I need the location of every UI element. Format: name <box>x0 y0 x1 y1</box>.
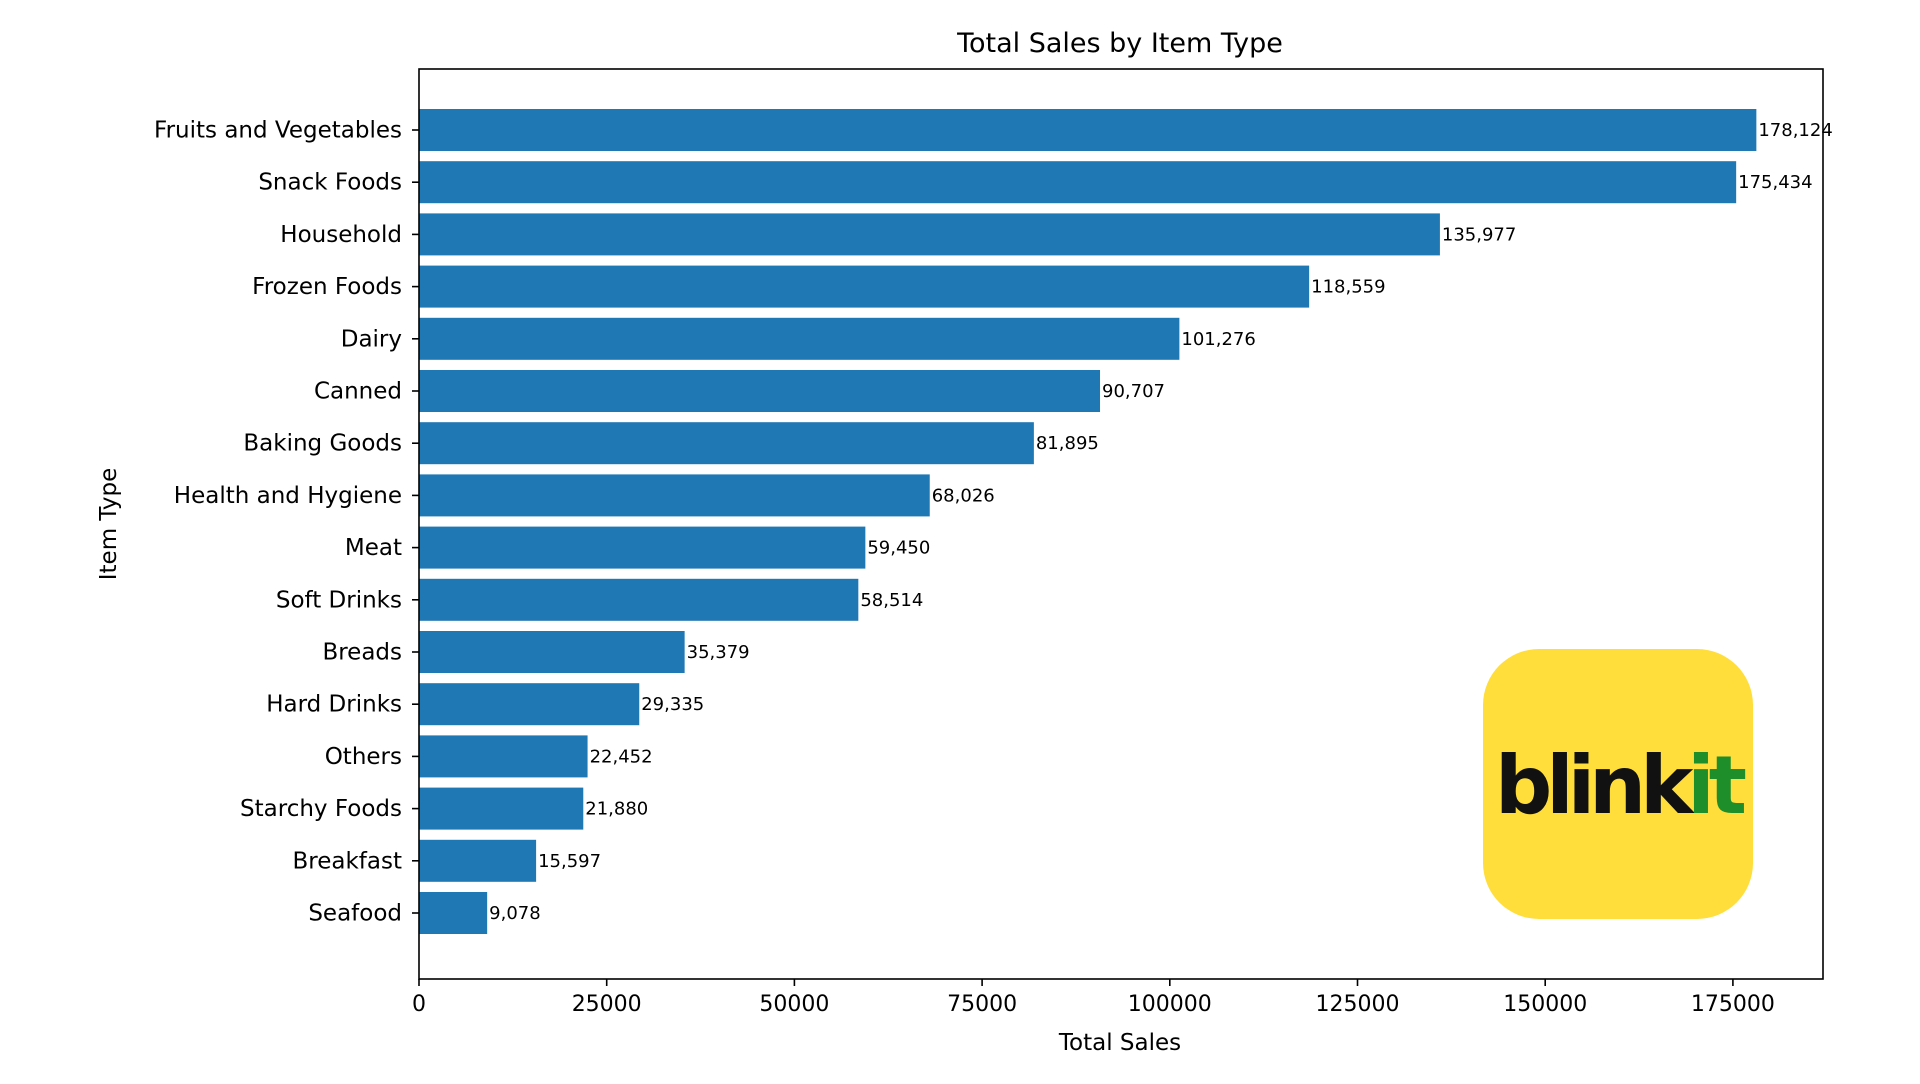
logo-text-main: blink <box>1495 739 1693 832</box>
y-tick-label: Frozen Foods <box>252 274 402 300</box>
bar <box>419 578 859 621</box>
bar-value-label: 178,124 <box>1758 120 1832 141</box>
bar-value-label: 15,597 <box>538 851 601 872</box>
bar-value-label: 21,880 <box>585 799 648 820</box>
bar-value-label: 58,514 <box>860 590 923 611</box>
value-labels-layer: 178,124 175,434 135,977 118,559 101,276 90,70… <box>489 120 1833 924</box>
x-tick-label: 25000 <box>572 992 642 1017</box>
y-tick-label: Hard Drinks <box>266 692 402 718</box>
y-axis-label: Item Type <box>96 468 122 581</box>
bar <box>419 422 1034 465</box>
bar <box>419 526 866 569</box>
x-tick-label: 150000 <box>1503 992 1587 1017</box>
y-tick-label: Starchy Foods <box>240 796 402 822</box>
y-tick-label: Soft Drinks <box>276 587 402 613</box>
y-tick-label: Seafood <box>308 901 402 927</box>
plot-frame <box>418 68 1824 980</box>
bar <box>419 892 488 934</box>
x-tick-label: 75000 <box>947 992 1017 1017</box>
x-axis: 0 25000 50000 75000 100000 125000 150000 175000 <box>412 979 1775 1017</box>
bar-value-label: 118,559 <box>1311 277 1385 298</box>
y-tick-label: Breakfast <box>293 848 403 874</box>
bar <box>419 213 1440 256</box>
bar-value-label: 59,450 <box>867 538 930 559</box>
x-tick-label: 175000 <box>1691 992 1775 1017</box>
y-tick-label: Breads <box>322 640 402 666</box>
bar-value-label: 90,707 <box>1102 381 1165 402</box>
y-tick-label: Others <box>325 744 402 770</box>
y-tick-label: Baking Goods <box>243 431 402 457</box>
bar-value-label: 68,026 <box>932 485 995 506</box>
y-tick-label: Meat <box>345 535 402 561</box>
logo-wordmark: blinkit <box>1495 746 1747 826</box>
y-tick-label: Dairy <box>341 326 402 352</box>
bar <box>419 839 537 882</box>
bar <box>419 265 1310 308</box>
y-tick-label: Household <box>280 222 402 248</box>
blinkit-logo: blinkit <box>1483 649 1753 919</box>
bar <box>419 787 584 830</box>
x-tick-label: 50000 <box>759 992 829 1017</box>
bar <box>419 474 930 517</box>
y-tick-label: Snack Foods <box>258 170 402 196</box>
x-axis-label: Total Sales <box>1058 1030 1181 1056</box>
bar <box>419 161 1737 204</box>
bars-layer <box>419 109 1757 934</box>
bar <box>419 109 1757 151</box>
bar <box>419 631 685 673</box>
y-axis: Fruits and Vegetables Snack Foods Househol… <box>154 118 419 927</box>
x-tick-label: 125000 <box>1316 992 1400 1017</box>
bar <box>419 683 640 726</box>
logo-text-accent: it <box>1687 739 1747 832</box>
y-tick-label: Health and Hygiene <box>174 483 402 509</box>
y-tick-label: Canned <box>314 379 402 405</box>
bar-value-label: 35,379 <box>687 642 750 663</box>
bar-value-label: 81,895 <box>1036 433 1099 454</box>
bar-value-label: 22,452 <box>590 746 653 767</box>
bar <box>419 370 1101 412</box>
bar <box>419 735 588 778</box>
bar-value-label: 175,434 <box>1738 172 1812 193</box>
chart-title: Total Sales by Item Type <box>956 28 1283 59</box>
x-tick-label: 100000 <box>1128 992 1212 1017</box>
bar-value-label: 29,335 <box>641 694 704 715</box>
bar-value-label: 135,977 <box>1442 224 1516 245</box>
bar-value-label: 9,078 <box>489 903 541 924</box>
y-tick-label: Fruits and Vegetables <box>154 118 402 144</box>
x-tick-label: 0 <box>412 992 426 1017</box>
bar-value-label: 101,276 <box>1181 329 1255 350</box>
bar <box>419 317 1180 360</box>
